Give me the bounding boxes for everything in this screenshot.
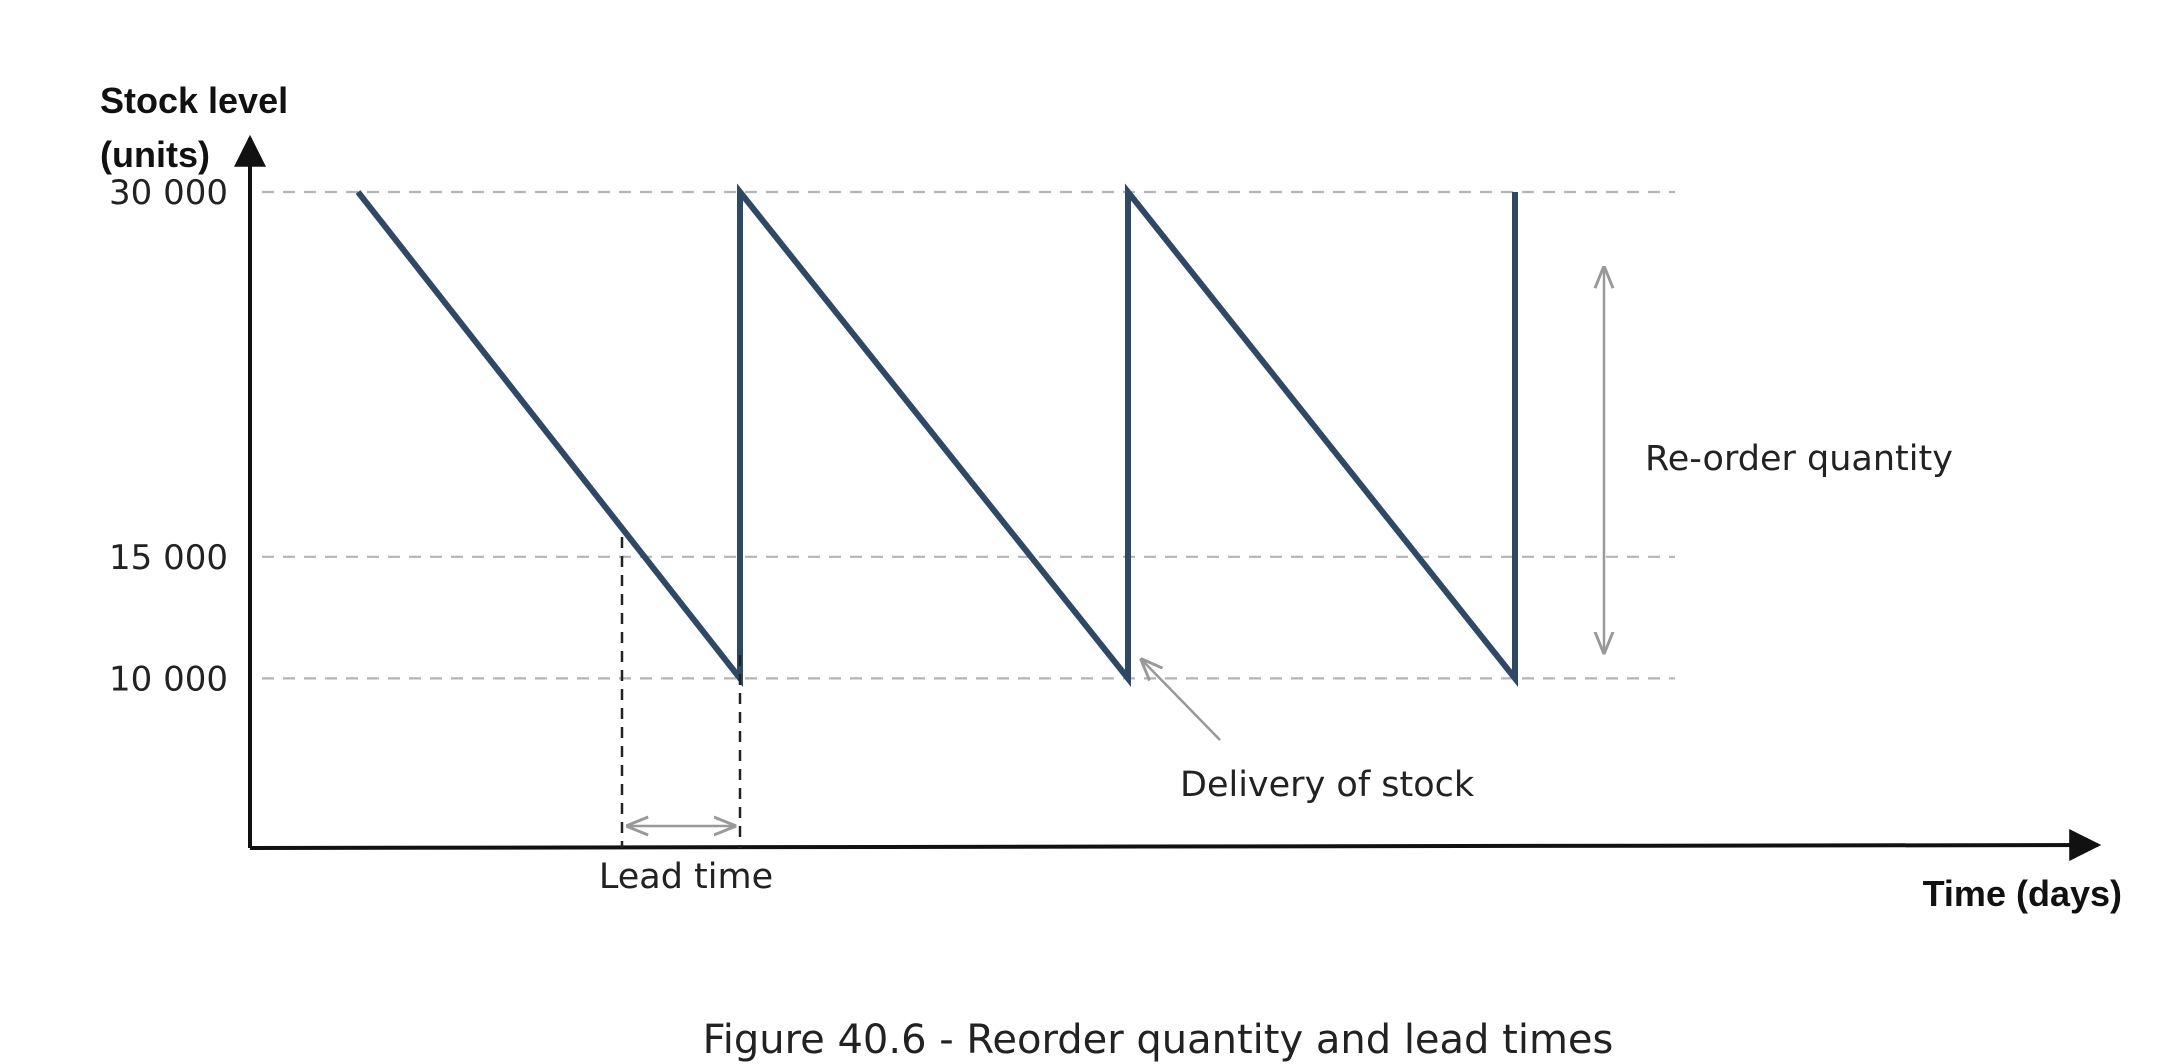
reorder-quantity-label: Re-order quantity xyxy=(1645,439,1953,479)
lead-time-label: Lead time xyxy=(599,857,773,897)
delivery-arrow xyxy=(1142,660,1221,741)
x-axis-label: Time (days) xyxy=(1923,873,2122,914)
y-tick-label: 15 000 xyxy=(109,538,228,578)
delivery-label: Delivery of stock xyxy=(1180,765,1475,805)
stock-level-line xyxy=(355,183,1518,688)
y-axis-label-line2: (units) xyxy=(100,134,210,175)
series-layer xyxy=(355,183,1518,688)
x-axis xyxy=(249,829,2102,862)
gridlines xyxy=(262,190,1675,680)
y-tick-labels: 30 000 15 000 10 000 xyxy=(109,173,228,699)
y-axis-label-line1: Stock level xyxy=(100,80,288,121)
y-tick-label: 30 000 xyxy=(109,173,228,213)
figure-caption: Figure 40.6 - Reorder quantity and lead … xyxy=(703,1017,1614,1063)
y-tick-label: 10 000 xyxy=(109,659,228,699)
